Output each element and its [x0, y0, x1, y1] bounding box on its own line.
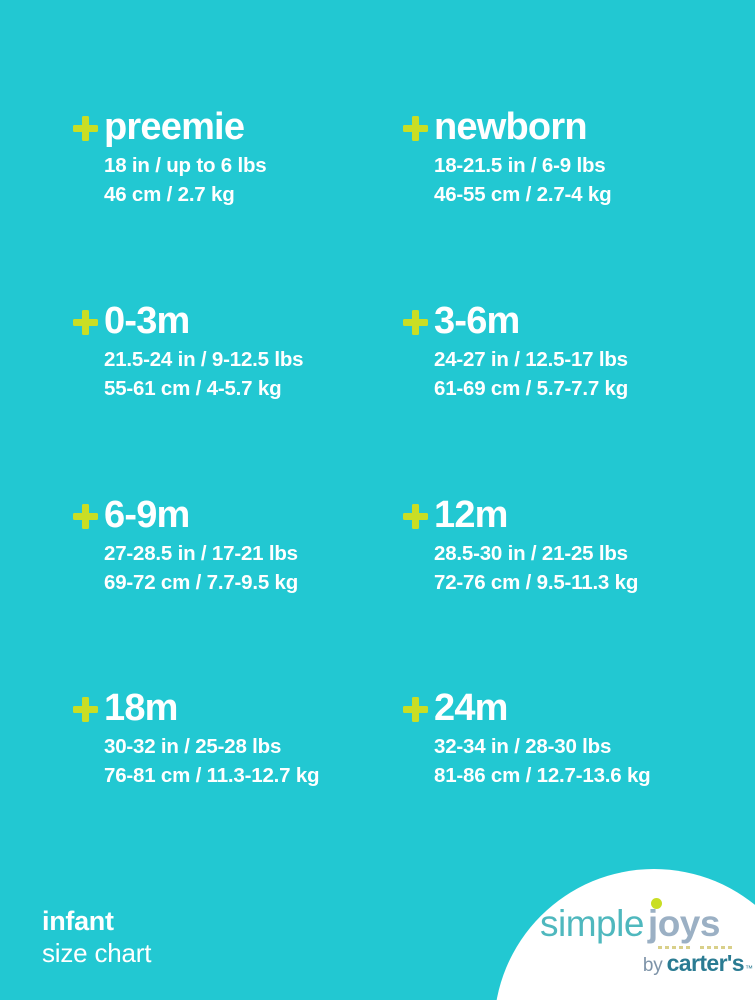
size-entry-header: 6-9m: [72, 493, 402, 537]
plus-icon: [402, 696, 428, 722]
logo-wordmark: simple joys: [540, 898, 755, 949]
logo-word-joys: joys: [647, 903, 721, 944]
size-line-metric: 55-61 cm / 4-5.7 kg: [104, 377, 282, 400]
plus-icon: [72, 503, 98, 529]
footer-title-secondary: size chart: [42, 938, 152, 968]
size-measurements: 32-34 in / 28-30 lbs 81-86 cm / 12.7-13.…: [434, 732, 732, 790]
size-label: 12m: [434, 494, 508, 536]
size-line-imperial: 32-34 in / 28-30 lbs: [434, 735, 612, 758]
size-line-metric: 81-86 cm / 12.7-13.6 kg: [434, 764, 651, 787]
size-entry-header: 12m: [402, 493, 732, 537]
logo-word-simple: simple: [540, 903, 644, 944]
size-line-imperial: 30-32 in / 25-28 lbs: [104, 735, 282, 758]
size-entry-24m: 24m 32-34 in / 28-30 lbs 81-86 cm / 12.7…: [402, 686, 732, 790]
plus-icon: [402, 309, 428, 335]
footer-title-primary: infant: [42, 906, 114, 936]
size-label: 24m: [434, 687, 508, 729]
plus-icon: [72, 115, 98, 141]
simple-joys-logo: simple joys by carter's ™: [540, 898, 755, 983]
plus-icon: [402, 503, 428, 529]
size-entry-header: 18m: [72, 686, 402, 730]
size-label: newborn: [434, 106, 588, 148]
logo-byline-prefix: by: [642, 955, 663, 976]
footer-title: infant size chart: [42, 905, 151, 969]
size-grid: preemie 18 in / up to 6 lbs 46 cm / 2.7 …: [72, 105, 732, 790]
trademark-icon: ™: [745, 964, 753, 973]
size-line-imperial: 18-21.5 in / 6-9 lbs: [434, 154, 606, 177]
logo-dot-icon: [650, 898, 662, 909]
size-entry-18m: 18m 30-32 in / 25-28 lbs 76-81 cm / 11.3…: [72, 686, 402, 790]
size-line-metric: 46-55 cm / 2.7-4 kg: [434, 183, 612, 206]
size-line-metric: 72-76 cm / 9.5-11.3 kg: [434, 571, 639, 594]
logo-byline: by carter's ™: [643, 950, 753, 977]
size-entry-header: 24m: [402, 686, 732, 730]
size-measurements: 27-28.5 in / 17-21 lbs 69-72 cm / 7.7-9.…: [104, 539, 402, 597]
size-line-imperial: 24-27 in / 12.5-17 lbs: [434, 348, 628, 371]
size-entry-newborn: newborn 18-21.5 in / 6-9 lbs 46-55 cm / …: [402, 105, 732, 209]
plus-icon: [72, 696, 98, 722]
plus-icon: [402, 115, 428, 141]
logo-word-joys-wrapper: joys: [647, 898, 721, 945]
size-line-imperial: 28.5-30 in / 21-25 lbs: [434, 542, 628, 565]
size-measurements: 24-27 in / 12.5-17 lbs 61-69 cm / 5.7-7.…: [434, 345, 732, 403]
logo-byline-brand: carter's: [666, 950, 745, 976]
logo-stitch-dashes-icon: [658, 946, 732, 950]
size-label: 0-3m: [104, 300, 190, 342]
size-line-metric: 61-69 cm / 5.7-7.7 kg: [434, 377, 629, 400]
size-measurements: 30-32 in / 25-28 lbs 76-81 cm / 11.3-12.…: [104, 732, 402, 790]
size-entry-6-9m: 6-9m 27-28.5 in / 17-21 lbs 69-72 cm / 7…: [72, 493, 402, 597]
size-line-metric: 46 cm / 2.7 kg: [104, 183, 235, 206]
size-entry-3-6m: 3-6m 24-27 in / 12.5-17 lbs 61-69 cm / 5…: [402, 299, 732, 403]
size-measurements: 18-21.5 in / 6-9 lbs 46-55 cm / 2.7-4 kg: [434, 151, 732, 209]
size-line-metric: 76-81 cm / 11.3-12.7 kg: [104, 764, 320, 787]
size-line-metric: 69-72 cm / 7.7-9.5 kg: [104, 571, 299, 594]
plus-icon: [72, 309, 98, 335]
size-label: preemie: [104, 106, 245, 148]
size-measurements: 18 in / up to 6 lbs 46 cm / 2.7 kg: [104, 151, 402, 209]
size-label: 18m: [104, 687, 178, 729]
size-line-imperial: 18 in / up to 6 lbs: [104, 154, 267, 177]
size-entry-preemie: preemie 18 in / up to 6 lbs 46 cm / 2.7 …: [72, 105, 402, 209]
size-label: 3-6m: [434, 300, 520, 342]
size-label: 6-9m: [104, 494, 190, 536]
size-line-imperial: 21.5-24 in / 9-12.5 lbs: [104, 348, 304, 371]
size-measurements: 21.5-24 in / 9-12.5 lbs 55-61 cm / 4-5.7…: [104, 345, 402, 403]
size-line-imperial: 27-28.5 in / 17-21 lbs: [104, 542, 298, 565]
size-entry-0-3m: 0-3m 21.5-24 in / 9-12.5 lbs 55-61 cm / …: [72, 299, 402, 403]
size-entry-header: newborn: [402, 105, 732, 149]
size-entry-header: 3-6m: [402, 299, 732, 343]
size-entry-12m: 12m 28.5-30 in / 21-25 lbs 72-76 cm / 9.…: [402, 493, 732, 597]
size-entry-header: 0-3m: [72, 299, 402, 343]
size-measurements: 28.5-30 in / 21-25 lbs 72-76 cm / 9.5-11…: [434, 539, 732, 597]
size-entry-header: preemie: [72, 105, 402, 149]
